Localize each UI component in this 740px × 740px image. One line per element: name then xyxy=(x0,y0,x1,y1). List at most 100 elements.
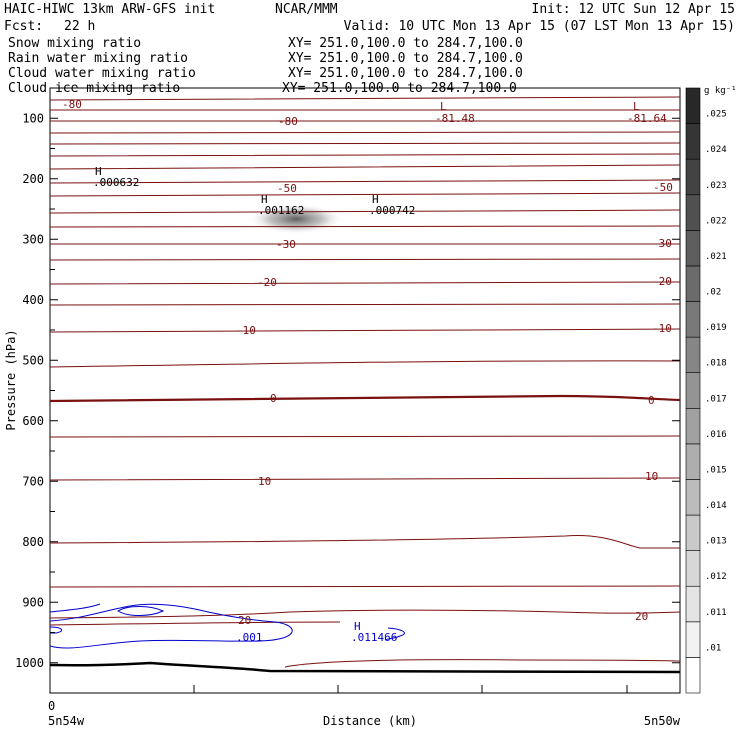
x-right-endpoint-label: 5n50w xyxy=(644,714,681,728)
terrain-line xyxy=(49,661,681,674)
y-tick-label: 200 xyxy=(22,172,44,186)
colorbar-level-label: .016 xyxy=(705,430,727,440)
extremum-value: .000742 xyxy=(369,204,415,217)
extremum-value: -81.48 xyxy=(435,112,475,125)
y-tick-label: 800 xyxy=(22,535,44,549)
colorbar-swatch xyxy=(685,443,701,480)
contour-line xyxy=(49,609,681,619)
colorbar-level-label: .025 xyxy=(705,110,727,120)
colorbar-level-label: .018 xyxy=(705,359,727,369)
temperature-contour-labels: -80 -80 -50 -50 -30 -30 -20 -20 -10 -10 … xyxy=(62,98,673,627)
x-axis-title: Distance (km) xyxy=(323,714,417,728)
colorbar-level-label: .02 xyxy=(705,288,721,298)
contour-line xyxy=(49,131,681,134)
y-axis-title: Pressure (hPa) xyxy=(4,329,18,430)
extremum-type: L xyxy=(633,100,640,113)
cloud-water-contour-label: .001 xyxy=(236,631,263,644)
cloud-water-contours xyxy=(49,603,405,649)
extrema-labels: H .000632 H .001162 H .000742 L -81.48 L… xyxy=(93,100,667,644)
y-tick-label: 900 xyxy=(22,595,44,609)
colorbar-swatch xyxy=(685,87,701,124)
contour-line xyxy=(49,626,63,634)
colorbar-level-label: .014 xyxy=(705,501,727,511)
contour-label-minus20: -20 xyxy=(652,275,672,288)
field-name-cloud-water: Cloud water mixing ratio xyxy=(8,66,196,81)
contour-label-0: 0 xyxy=(648,394,655,407)
contour-line xyxy=(117,606,165,616)
colorbar-swatch xyxy=(685,158,701,196)
colorbar-swatch xyxy=(685,301,701,338)
field-xy-rain: XY= 251.0,100.0 to 284.7,100.0 xyxy=(288,51,523,66)
contour-line xyxy=(49,142,681,145)
extremum-value: .001162 xyxy=(258,204,304,217)
colorbar-swatch xyxy=(685,479,701,516)
field-xy-snow: XY= 251.0,100.0 to 284.7,100.0 xyxy=(288,36,523,51)
x-axis: 0 5n54w Distance (km) 5n50w xyxy=(48,685,681,728)
field-xy-cloud-water: XY= 251.0,100.0 to 284.7,100.0 xyxy=(288,66,523,81)
plot-area: -80 -80 -50 -50 -30 -30 -20 -20 -10 -10 … xyxy=(4,87,681,728)
x-left-endpoint-label: 5n54w xyxy=(48,714,85,728)
colorbar-level-label: .022 xyxy=(705,216,727,226)
contour-line xyxy=(49,435,681,438)
extremum-type: H xyxy=(372,193,379,206)
extremum-type: H xyxy=(261,193,268,206)
colorbar-swatch xyxy=(685,657,701,694)
colorbar-level-label: .01 xyxy=(705,643,721,653)
colorbar-level-label: .012 xyxy=(705,572,727,582)
contour-line xyxy=(49,96,681,101)
colorbar-swatch xyxy=(685,514,701,551)
plot-frame xyxy=(49,87,681,694)
contour-label-20: 20 xyxy=(635,610,648,623)
y-tick-label: 500 xyxy=(22,353,44,367)
colorbar-level-label: .011 xyxy=(705,608,727,618)
colorbar-level-label: .019 xyxy=(705,323,727,333)
contour-label-minus50: -50 xyxy=(653,181,673,194)
contour-line xyxy=(49,585,681,588)
colorbar-swatch xyxy=(685,336,701,374)
colorbar-swatch xyxy=(685,407,701,445)
field-name-rain: Rain water mixing ratio xyxy=(8,51,188,66)
colorbar-swatch xyxy=(685,372,701,409)
extremum-type: H xyxy=(354,620,361,633)
contour-label-minus10: -10 xyxy=(236,324,256,337)
contour-line xyxy=(384,627,405,641)
colorbar-swatch xyxy=(685,194,701,231)
x-tick-label-start: 0 xyxy=(48,699,55,713)
extremum-value: .000632 xyxy=(93,176,139,189)
y-tick-label: 1000 xyxy=(15,656,44,670)
contour-label-0: 0 xyxy=(270,392,277,405)
fcst-value: 22 h xyxy=(64,19,95,34)
colorbar: g kg⁻¹ .01 .011 .012 .013 .014 .015 .016 .017 .0… xyxy=(685,86,737,694)
contour-label-minus30: -30 xyxy=(276,238,296,251)
extremum-type: H xyxy=(95,165,102,178)
contour-label-20: 20 xyxy=(238,614,251,627)
y-tick-label: 400 xyxy=(22,293,44,307)
colorbar-level-label: .021 xyxy=(705,252,727,262)
y-tick-label: 100 xyxy=(22,111,44,125)
temperature-contours xyxy=(49,96,681,668)
contour-label-minus80: -80 xyxy=(278,115,298,128)
contour-line xyxy=(49,360,681,368)
y-tick-label: 300 xyxy=(22,232,44,246)
extremum-value: .011466 xyxy=(351,631,397,644)
extremum-value: -81.64 xyxy=(627,112,667,125)
contour-line xyxy=(49,153,681,157)
colorbar-level-label: .023 xyxy=(705,181,727,191)
contour-label-minus80: -80 xyxy=(62,98,82,111)
colorbar-swatch xyxy=(685,621,701,658)
contour-line xyxy=(49,225,681,228)
contour-line xyxy=(49,535,680,549)
contour-line xyxy=(49,164,681,170)
contour-label-10: 10 xyxy=(258,475,271,488)
colorbar-swatch xyxy=(685,550,701,587)
contour-label-minus50: -50 xyxy=(277,182,297,195)
colorbar-level-label: .015 xyxy=(705,465,727,475)
field-name-snow: Snow mixing ratio xyxy=(8,36,141,51)
model-title: HAIC-HIWC 13km ARW-GFS init xyxy=(4,2,215,17)
colorbar-unit: g kg⁻¹ xyxy=(704,86,737,96)
colorbar-swatch xyxy=(685,265,701,302)
extremum-type: L xyxy=(440,100,447,113)
colorbar-level-label: .017 xyxy=(705,394,727,404)
